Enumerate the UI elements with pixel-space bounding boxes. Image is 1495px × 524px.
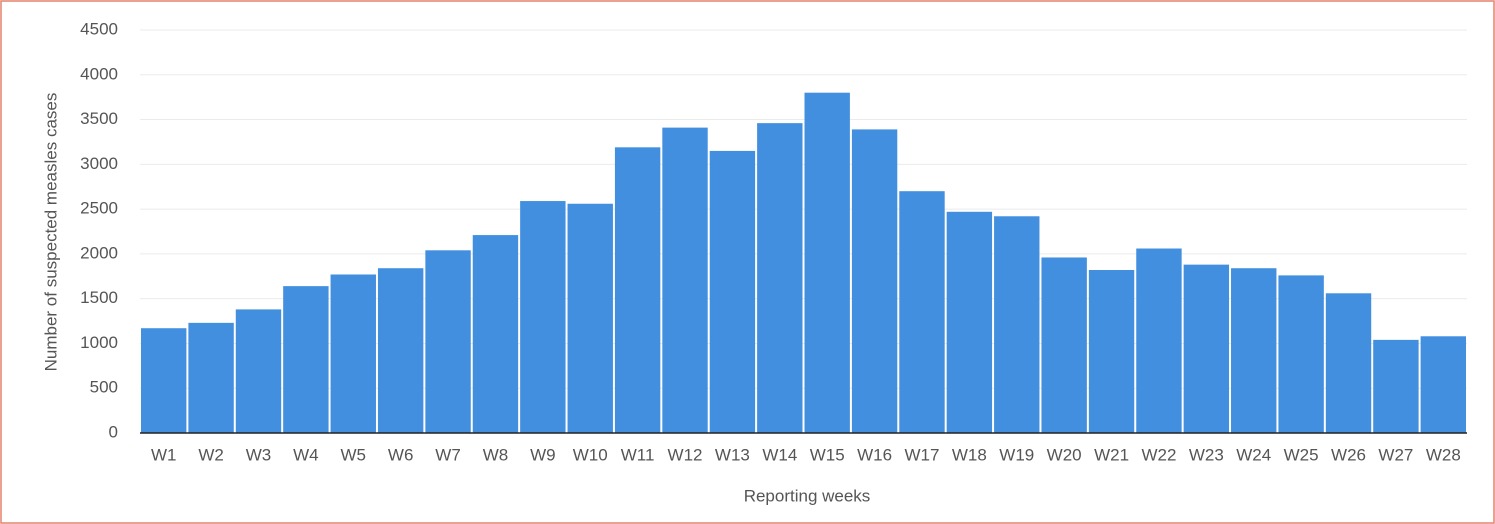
y-tick-label: 2500: [80, 199, 118, 218]
bar: [899, 191, 945, 433]
y-tick-label: 1500: [80, 288, 118, 307]
x-tick-label: W25: [1284, 445, 1319, 464]
x-axis-label: Reporting weeks: [744, 486, 871, 505]
x-tick-label: W4: [293, 445, 319, 464]
x-tick-label: W13: [715, 445, 750, 464]
x-tick-label: W15: [810, 445, 845, 464]
bar: [472, 235, 519, 433]
x-tick-label: W24: [1236, 445, 1271, 464]
bar: [1041, 257, 1087, 433]
x-tick-label: W19: [999, 445, 1034, 464]
bar: [662, 127, 708, 434]
x-tick-label: W12: [668, 445, 703, 464]
x-tick-label: W1: [151, 445, 177, 464]
bar: [567, 203, 613, 433]
bar: [377, 268, 424, 433]
y-tick-label: 0: [109, 422, 118, 441]
x-tick-label: W9: [530, 445, 556, 464]
y-tick-label: 500: [90, 378, 118, 397]
bar: [1278, 275, 1324, 433]
y-axis-label: Number of suspected measles cases: [41, 93, 60, 372]
x-tick-label: W11: [621, 445, 655, 464]
x-tick-label: W6: [388, 445, 414, 464]
bar: [1088, 270, 1135, 433]
y-tick-label: 3500: [80, 109, 118, 128]
bar: [520, 201, 566, 433]
x-tick-label: W21: [1094, 445, 1129, 464]
bar: [235, 309, 282, 433]
x-tick-label: W8: [483, 445, 509, 464]
x-tick-label: W23: [1189, 445, 1224, 464]
bar: [614, 147, 661, 433]
bar: [851, 129, 898, 433]
bar: [709, 150, 756, 433]
x-tick-label: W5: [341, 445, 367, 464]
x-tick-label: W16: [857, 445, 892, 464]
x-tick-label: W28: [1426, 445, 1461, 464]
y-tick-label: 4500: [80, 19, 118, 38]
bar: [1373, 339, 1419, 433]
bar: [1325, 293, 1372, 433]
bar: [1420, 336, 1466, 433]
x-tick-label: W18: [952, 445, 987, 464]
bar: [804, 92, 850, 433]
y-tick-label: 3000: [80, 154, 118, 173]
bar: [1183, 264, 1230, 433]
x-tick-label: W14: [762, 445, 797, 464]
bar: [330, 274, 376, 433]
bar: [188, 322, 234, 433]
bar: [283, 286, 329, 433]
x-tick-label: W2: [198, 445, 224, 464]
bar: [1136, 248, 1182, 433]
x-tick-label: W27: [1378, 445, 1413, 464]
bar: [757, 123, 803, 433]
x-tick-label: W20: [1047, 445, 1082, 464]
x-tick-label: W17: [904, 445, 939, 464]
bar: [946, 211, 993, 433]
x-tick-label: W10: [573, 445, 608, 464]
x-tick-label: W7: [435, 445, 461, 464]
x-tick-label: W3: [246, 445, 272, 464]
bar: [1231, 268, 1277, 433]
x-tick-label: W22: [1141, 445, 1176, 464]
y-tick-label: 2000: [80, 243, 118, 262]
x-tick-label: W26: [1331, 445, 1366, 464]
bar: [425, 250, 471, 433]
bar: [994, 216, 1040, 433]
bar: [141, 328, 187, 433]
y-tick-label: 4000: [80, 64, 118, 83]
y-tick-label: 1000: [80, 333, 118, 352]
